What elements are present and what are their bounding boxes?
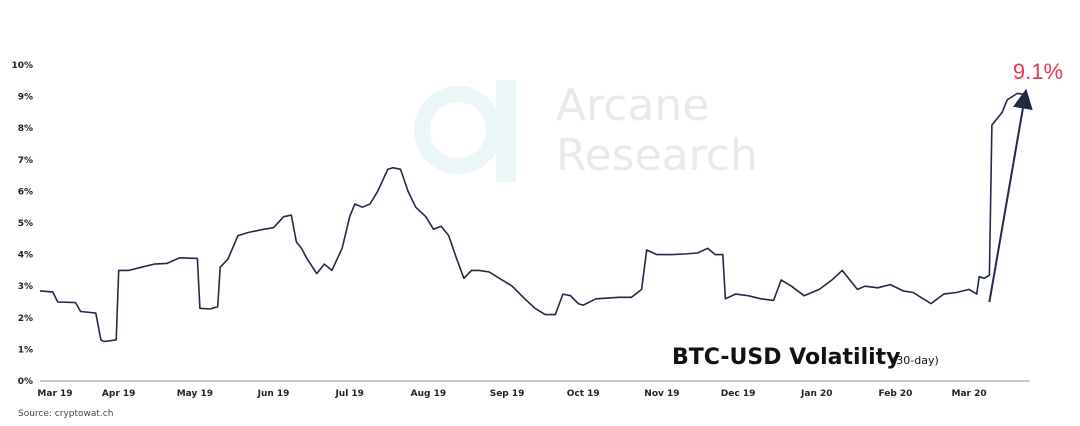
x-tick-label: Aug 19 bbox=[411, 389, 446, 399]
peak-annotation: 9.1% bbox=[1013, 59, 1063, 84]
y-tick-label: 4% bbox=[18, 251, 33, 261]
chart-title: BTC-USD Volatility bbox=[672, 345, 901, 370]
y-tick-label: 7% bbox=[18, 156, 33, 166]
y-tick-label: 2% bbox=[18, 314, 33, 324]
y-tick-label: 1% bbox=[18, 345, 33, 355]
y-tick-label: 9% bbox=[18, 93, 33, 103]
x-tick-label: Sep 19 bbox=[490, 389, 525, 399]
x-tick-label: Oct 19 bbox=[567, 389, 600, 399]
x-tick-label: Dec 19 bbox=[721, 389, 756, 399]
y-axis: 0% 1% 2% 3% 4% 5% 6% 7% 8% 9% 10% bbox=[11, 61, 33, 387]
x-tick-label: May 19 bbox=[177, 389, 213, 399]
x-tick-label: Apr 19 bbox=[102, 389, 136, 399]
chart-subtitle: (30-day) bbox=[892, 354, 939, 367]
x-axis: Mar 19 Apr 19 May 19 Jun 19 Jul 19 Aug 19 Sep … bbox=[37, 389, 986, 399]
watermark-line2: Research bbox=[556, 130, 758, 181]
x-tick-label: Jun 19 bbox=[257, 389, 290, 399]
trend-arrow bbox=[988, 88, 1033, 303]
y-tick-label: 8% bbox=[18, 124, 33, 134]
y-tick-label: 0% bbox=[18, 377, 33, 387]
y-tick-label: 10% bbox=[11, 61, 33, 71]
watermark-line1: Arcane bbox=[556, 80, 709, 131]
x-tick-label: Jan 20 bbox=[800, 389, 833, 399]
x-tick-label: Mar 19 bbox=[37, 389, 72, 399]
source-note: Source: cryptowat.ch bbox=[18, 409, 114, 419]
y-tick-label: 5% bbox=[18, 219, 33, 229]
arcane-logo-icon bbox=[414, 80, 516, 182]
series-line bbox=[39, 92, 1023, 343]
y-tick-label: 6% bbox=[18, 187, 33, 197]
y-tick-label: 3% bbox=[18, 282, 33, 292]
x-tick-label: Feb 20 bbox=[878, 389, 912, 399]
x-tick-label: Mar 20 bbox=[952, 389, 987, 399]
x-tick-label: Jul 19 bbox=[334, 389, 364, 399]
x-tick-label: Nov 19 bbox=[644, 389, 679, 399]
